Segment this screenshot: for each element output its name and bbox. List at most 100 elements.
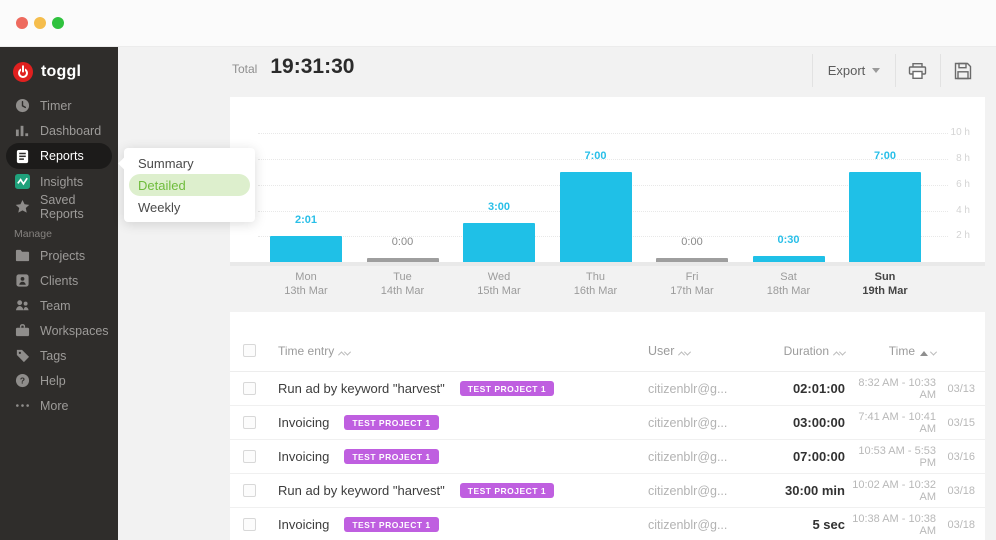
bar-value-label: 0:00	[391, 236, 414, 248]
tag-icon	[14, 348, 30, 364]
project-badge[interactable]: TEST PROJECT 1	[344, 449, 439, 464]
menu-item-detailed[interactable]: Detailed	[129, 174, 250, 196]
toggl-logo[interactable]: toggl	[12, 61, 118, 83]
sidebar-item-label: Projects	[40, 248, 86, 263]
row-checkbox[interactable]	[243, 416, 256, 429]
entry-user: citizenblr@g...	[648, 517, 728, 532]
sidebar: toggl Timer Dashboard Reports Insights	[0, 47, 118, 540]
entry-time-range: 7:41 AM - 10:41 AM	[858, 410, 936, 435]
entry-description: Run ad by keyword "harvest"	[278, 483, 445, 498]
column-header-duration[interactable]: Duration	[770, 344, 847, 358]
entry-duration: 30:00 min	[785, 483, 845, 498]
sidebar-item-dashboard[interactable]: Dashboard	[0, 118, 118, 143]
window-titlebar	[0, 0, 996, 47]
chart-bar[interactable]	[752, 255, 825, 262]
chart-bar[interactable]	[656, 258, 728, 262]
bar-column-tue: 0:00	[366, 236, 439, 262]
day-label-mon: Mon 13th Mar	[284, 271, 328, 297]
print-button[interactable]	[895, 54, 940, 87]
zoom-window-button[interactable]	[52, 17, 64, 29]
select-all-checkbox[interactable]	[243, 344, 256, 357]
total-label: Total	[232, 62, 258, 76]
row-checkbox[interactable]	[243, 382, 256, 395]
sort-active-icons	[920, 348, 938, 356]
table-row[interactable]: Run ad by keyword "harvest" TEST PROJECT …	[230, 372, 985, 406]
chevron-down-icon	[872, 68, 881, 73]
table-row[interactable]: Run ad by keyword "harvest" TEST PROJECT …	[230, 474, 985, 508]
bar-column-mon: 2:01	[270, 214, 342, 262]
project-badge[interactable]: TEST PROJECT 1	[459, 381, 555, 396]
sidebar-item-team[interactable]: Team	[0, 293, 118, 318]
column-header-time-entry[interactable]: Time entry	[278, 344, 640, 358]
sidebar-item-insights[interactable]: Insights	[0, 169, 118, 194]
row-checkbox[interactable]	[243, 518, 256, 531]
column-header-user[interactable]: User	[640, 344, 770, 358]
client-badge-icon	[14, 273, 30, 289]
sidebar-item-label: Help	[40, 373, 66, 388]
chart-bar[interactable]	[463, 223, 535, 262]
reports-flyout-menu: Summary Detailed Weekly	[124, 148, 255, 222]
day-label-fri: Fri 17th Mar	[670, 271, 714, 297]
bar-value-label: 7:00	[873, 149, 897, 162]
sidebar-item-projects[interactable]: Projects	[0, 243, 118, 268]
sidebar-item-help[interactable]: ? Help	[0, 368, 118, 393]
entry-description: Run ad by keyword "harvest"	[278, 381, 445, 396]
help-icon: ?	[14, 373, 30, 389]
project-badge[interactable]: TEST PROJECT 1	[459, 483, 555, 498]
day-label-wed: Wed 15th Mar	[477, 271, 521, 297]
chart-bar[interactable]	[270, 235, 342, 262]
row-checkbox[interactable]	[243, 450, 256, 463]
y-axis-tick: 6 h	[956, 179, 970, 190]
entry-user: citizenblr@g...	[648, 415, 728, 430]
daily-hours-chart: 10 h 8 h 6 h 4 h 2 h 2:01 0:00 3:00 7:00	[230, 97, 985, 266]
entry-duration: 02:01:00	[792, 381, 845, 396]
export-label: Export	[827, 63, 866, 78]
entry-user: citizenblr@g...	[648, 483, 728, 498]
entry-time-range: 10:53 AM - 5:53 PM	[858, 444, 936, 469]
bar-column-sun: 7:00	[849, 150, 921, 262]
logo-text: toggl	[41, 63, 82, 80]
sidebar-item-tags[interactable]: Tags	[0, 343, 118, 368]
menu-item-summary[interactable]: Summary	[138, 155, 194, 171]
day-label-thu: Thu 16th Mar	[573, 271, 618, 297]
sidebar-item-label: Workspaces	[40, 323, 109, 338]
gridline	[258, 159, 948, 160]
y-axis-tick: 2 h	[956, 230, 970, 241]
folder-icon	[14, 248, 30, 264]
sidebar-item-workspaces[interactable]: Workspaces	[0, 318, 118, 343]
menu-item-weekly[interactable]: Weekly	[138, 199, 181, 215]
sidebar-item-saved-reports[interactable]: Saved Reports	[0, 193, 118, 221]
sidebar-item-reports[interactable]: Reports	[6, 143, 112, 169]
sidebar-item-clients[interactable]: Clients	[0, 268, 118, 293]
chart-bar[interactable]	[366, 258, 439, 262]
table-row[interactable]: Invoicing TEST PROJECT 1 citizenblr@g... …	[230, 508, 985, 540]
entry-description: Invoicing	[278, 449, 330, 464]
entry-time-range: 8:32 AM - 10:33 AM	[858, 376, 936, 401]
reports-icon	[14, 148, 30, 164]
total-summary: Total 19:31:30	[232, 55, 354, 79]
entry-user: citizenblr@g...	[648, 381, 728, 396]
close-window-button[interactable]	[16, 17, 28, 29]
day-label-sat: Sat 18th Mar	[766, 271, 811, 297]
project-badge[interactable]: TEST PROJECT 1	[344, 517, 439, 532]
sidebar-item-label: Insights	[40, 174, 84, 189]
save-report-button[interactable]	[940, 54, 985, 87]
sidebar-item-more[interactable]: More	[0, 393, 118, 418]
row-checkbox[interactable]	[243, 484, 256, 497]
entry-date: 03/18	[947, 484, 975, 497]
chart-bar[interactable]	[559, 171, 632, 262]
export-button[interactable]: Export	[813, 54, 895, 87]
sidebar-item-label: Reports	[40, 149, 84, 163]
entry-user: citizenblr@g...	[648, 449, 728, 464]
project-badge[interactable]: TEST PROJECT 1	[344, 415, 439, 430]
chart-bar[interactable]	[849, 171, 921, 262]
column-header-time[interactable]: Time	[845, 344, 940, 358]
minimize-window-button[interactable]	[34, 17, 46, 29]
entry-time-range: 10:38 AM - 10:38 AM	[852, 512, 936, 537]
table-row[interactable]: Invoicing TEST PROJECT 1 citizenblr@g... …	[230, 406, 985, 440]
manage-section-label: Manage	[14, 228, 52, 240]
table-row[interactable]: Invoicing TEST PROJECT 1 citizenblr@g... …	[230, 440, 985, 474]
sidebar-item-timer[interactable]: Timer	[0, 93, 118, 118]
toolbar-divider	[812, 54, 813, 87]
